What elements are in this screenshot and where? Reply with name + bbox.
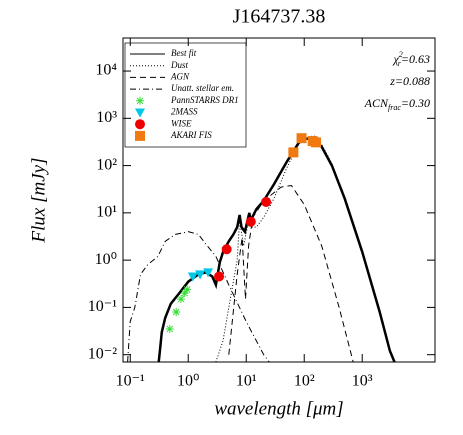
annotation-part: 2 xyxy=(399,50,403,59)
legend-box xyxy=(124,42,247,148)
x-tick-label: 10⁻¹ xyxy=(116,373,145,390)
annotation-part: z=0.088 xyxy=(389,74,430,88)
y-tick-label: 10³ xyxy=(96,109,117,126)
sed-curve xyxy=(127,231,270,362)
data-point xyxy=(221,244,232,255)
chart-title: J164737.38 xyxy=(233,6,326,28)
data-point xyxy=(195,270,206,280)
data-point xyxy=(187,272,198,282)
legend-label: PannSTARRS DR1 xyxy=(170,95,239,105)
annotation: χ2 r=0.63 xyxy=(392,50,430,68)
annotation: z=0.088 xyxy=(389,74,430,88)
data-point xyxy=(245,216,256,227)
sed-curve xyxy=(215,135,395,362)
plot-area xyxy=(127,133,396,362)
legend-marker xyxy=(135,108,145,118)
data-point xyxy=(180,289,189,298)
y-tick-label: 10⁻² xyxy=(88,345,117,362)
annotation-part: r xyxy=(398,59,402,68)
legend-label: AKARI FIS xyxy=(170,130,212,140)
data-point xyxy=(296,133,307,144)
x-tick-label: 10¹ xyxy=(236,373,257,390)
annotation-part: ACN xyxy=(364,96,389,110)
x-tick-label: 10⁰ xyxy=(177,373,199,390)
data-point xyxy=(288,147,299,158)
y-tick-label: 10² xyxy=(96,156,117,173)
annotation: ACNfrac=0.30 xyxy=(364,96,430,112)
data-point xyxy=(261,196,272,207)
data-point xyxy=(203,268,214,278)
legend-label: WISE xyxy=(171,118,192,128)
x-tick-label: 10³ xyxy=(352,373,373,390)
x-axis-label: wavelength [μm] xyxy=(214,398,343,419)
y-tick-label: 10⁻¹ xyxy=(88,298,117,315)
y-tick-label: 10¹ xyxy=(96,204,117,221)
y-tick-label: 10⁴ xyxy=(95,62,117,79)
data-point xyxy=(311,137,322,148)
sed-curve xyxy=(228,184,354,362)
legend-marker xyxy=(135,130,145,141)
annotation-part: =0.30 xyxy=(401,96,430,110)
legend-label: Dust xyxy=(170,60,189,70)
legend-label: AGN xyxy=(170,71,190,81)
y-axis-label: Flux [mJy] xyxy=(28,158,49,244)
plot-frame xyxy=(122,37,436,363)
data-point xyxy=(165,324,174,333)
data-point xyxy=(172,307,181,316)
annotation-part: =0.63 xyxy=(401,52,430,66)
data-point xyxy=(183,285,192,294)
legend-label: Best fit xyxy=(171,48,197,58)
data-point xyxy=(214,271,225,282)
legend-marker xyxy=(136,96,144,105)
x-tick-label: 10² xyxy=(294,373,315,390)
sed-curve xyxy=(157,136,396,362)
legend-label: 2MASS xyxy=(171,107,198,117)
legend-label: Unatt. stellar em. xyxy=(171,83,234,93)
data-point xyxy=(176,295,185,304)
y-tick-label: 10⁰ xyxy=(95,251,117,268)
annotation-part: frac xyxy=(388,103,401,112)
annotation-part: χ xyxy=(392,52,399,66)
legend-marker xyxy=(135,119,145,130)
